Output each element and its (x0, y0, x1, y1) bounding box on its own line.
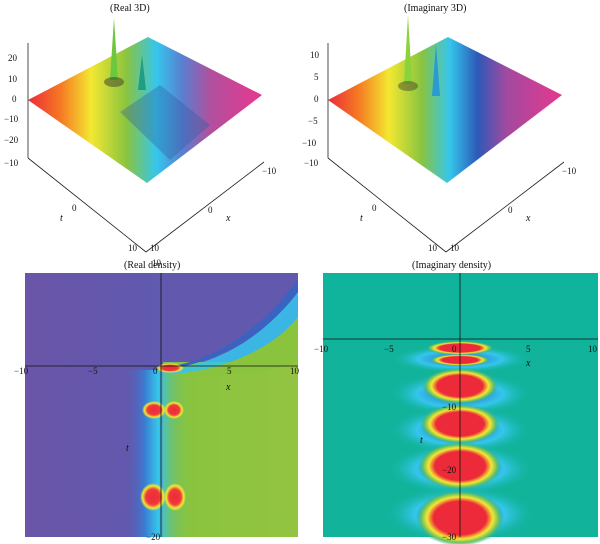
real-density-blob-3a (140, 483, 166, 511)
imaginary-density-title: (Imaginary density) (412, 260, 492, 271)
real-density-plot (25, 273, 298, 537)
imaginary-3d-t-label: t (360, 213, 363, 224)
real-3d-x-tick-10: 10 (150, 243, 159, 253)
imaginary-3d-spike-2 (432, 44, 440, 96)
imaginary-3d-z-tick-m10: −10 (302, 138, 317, 148)
imaginary-3d-x-tick-10: 10 (450, 243, 459, 253)
real-density-mid-band (125, 370, 180, 537)
imaginary-3d-t-tick-m10: −10 (304, 158, 319, 168)
real-density-blob-2b (164, 401, 184, 419)
real-density-x-tick-0: 0 (153, 366, 158, 376)
real-density-panel: (Real density) (0, 258, 300, 544)
imaginary-density-plot (323, 273, 598, 544)
real-density-x-tick-m5: −5 (88, 366, 98, 376)
real-density-blob-3b (164, 483, 186, 511)
real-3d-x-axis (145, 161, 265, 253)
imaginary-density-t-label: t (420, 435, 423, 446)
imaginary-density-y-tick-m10: −10 (442, 402, 457, 412)
imaginary-3d-z-tick-m5: −5 (308, 116, 318, 126)
real-density-y-tick-bottom: −20 (146, 532, 161, 542)
imaginary-3d-x-tick-m10: −10 (562, 166, 577, 176)
imaginary-3d-z-tick-10: 10 (310, 50, 319, 60)
imaginary-3d-z-tick-5: 5 (314, 72, 319, 82)
imaginary-3d-x-tick-0: 0 (508, 205, 513, 215)
imaginary-3d-spike-1 (404, 15, 412, 84)
real-density-blob-1 (156, 363, 184, 373)
imaginary-3d-x-label: x (526, 213, 531, 224)
imaginary-3d-t-axis (327, 157, 447, 253)
real-3d-x-tick-m10: −10 (262, 166, 277, 176)
imaginary-density-upper-band (323, 273, 598, 339)
real-density-y-tick-top: 10 (152, 258, 161, 268)
imaginary-density-y-tick-m30: −30 (442, 532, 457, 542)
imaginary-3d-plot (327, 15, 565, 253)
imaginary-3d-t-tick-10: 10 (428, 243, 437, 253)
imaginary-density-x-label: x (526, 358, 531, 369)
imaginary-3d-panel: (Imaginary 3D) 10 5 0 −5 −10 −10 0 10 t … (300, 0, 600, 262)
imaginary-density-x-tick-m10: −10 (314, 344, 329, 354)
real-3d-z-tick-0: 0 (12, 94, 17, 104)
real-3d-t-label: t (60, 213, 63, 224)
imaginary-density-y-tick-m20: −20 (442, 465, 457, 475)
real-3d-panel: (Real 3D) 20 10 0 −10 −20 −10 (0, 0, 300, 262)
imaginary-3d-surface (328, 37, 562, 183)
imaginary-density-x-tick-10: 10 (588, 344, 597, 354)
real-3d-t-tick-0: 0 (72, 203, 77, 213)
real-3d-t-axis (27, 157, 147, 253)
real-density-x-tick-10: 10 (290, 366, 299, 376)
real-3d-plot (27, 18, 265, 253)
imaginary-density-x-tick-m5: −5 (384, 344, 394, 354)
real-density-t-label: t (126, 443, 129, 454)
imaginary-density-panel: (Imaginary density) (300, 260, 600, 544)
imaginary-3d-title: (Imaginary 3D) (404, 3, 467, 14)
real-3d-spike-2 (138, 55, 146, 90)
real-density-curve-band-2 (175, 317, 298, 376)
real-3d-z-tick-m10: −10 (4, 114, 19, 124)
imaginary-density-x-tick-5: 5 (526, 344, 531, 354)
real-3d-spike-1 (110, 18, 118, 80)
imaginary-density-x-tick-0: 0 (452, 344, 457, 354)
real-3d-x-label: x (226, 213, 231, 224)
real-3d-spike-base (104, 77, 124, 87)
imaginary-3d-spike-base (398, 81, 418, 91)
real-3d-t-tick-m10: −10 (4, 158, 19, 168)
imaginary-3d-z-tick-0: 0 (314, 94, 319, 104)
real-3d-z-tick-10: 10 (8, 74, 17, 84)
real-3d-x-tick-0: 0 (208, 205, 213, 215)
real-density-x-tick-5: 5 (227, 366, 232, 376)
real-density-blob-2a (142, 401, 166, 419)
real-density-title: (Real density) (124, 260, 181, 271)
imaginary-3d-t-tick-0: 0 (372, 203, 377, 213)
real-density-x-label: x (226, 382, 231, 393)
imaginary-3d-x-axis (445, 161, 565, 253)
real-3d-dark-band (120, 85, 210, 160)
real-3d-z-tick-m20: −20 (4, 135, 19, 145)
real-3d-surface (28, 37, 262, 183)
real-3d-t-tick-10: 10 (128, 243, 137, 253)
real-density-x-tick-m10: −10 (14, 366, 29, 376)
real-3d-title: (Real 3D) (110, 3, 150, 14)
real-3d-z-tick-20: 20 (8, 53, 17, 63)
